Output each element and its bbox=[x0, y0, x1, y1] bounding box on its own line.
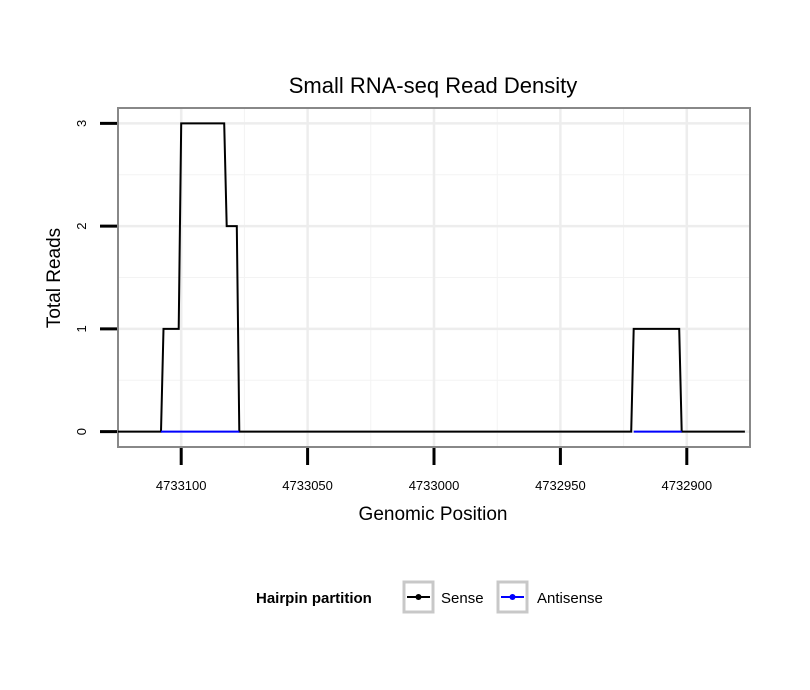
y-axis: 0 1 2 3 bbox=[74, 120, 117, 435]
y-tick-label: 1 bbox=[74, 325, 89, 332]
legend-label-sense: Sense bbox=[441, 590, 484, 607]
grid bbox=[118, 108, 751, 447]
series-line-sense bbox=[118, 122, 745, 433]
legend-item-antisense: Antisense bbox=[496, 580, 603, 614]
y-tick-label: 2 bbox=[74, 223, 89, 230]
x-tick-label: 4733050 bbox=[282, 478, 333, 493]
legend-item-sense: Sense bbox=[402, 580, 484, 614]
chart-title: Small RNA-seq Read Density bbox=[289, 73, 578, 98]
x-tick-label: 4733100 bbox=[156, 478, 207, 493]
x-axis-title: Genomic Position bbox=[359, 504, 508, 525]
series-lines bbox=[118, 122, 745, 433]
legend: Hairpin partition Sense Antisense bbox=[256, 580, 603, 614]
y-tick-label: 0 bbox=[74, 428, 89, 435]
y-tick-label: 3 bbox=[74, 120, 89, 127]
x-tick-label: 4733000 bbox=[409, 478, 460, 493]
legend-label-antisense: Antisense bbox=[537, 590, 603, 607]
legend-point-antisense bbox=[509, 594, 516, 600]
legend-point-sense bbox=[415, 594, 422, 600]
x-axis: 4733100 4733050 4733000 4732950 4732900 bbox=[156, 448, 712, 493]
x-tick-label: 4732950 bbox=[535, 478, 586, 493]
y-axis-title: Total Reads bbox=[44, 228, 65, 328]
legend-title: Hairpin partition bbox=[256, 590, 372, 607]
plot-panel-border bbox=[117, 107, 751, 448]
x-tick-label: 4732900 bbox=[661, 478, 712, 493]
